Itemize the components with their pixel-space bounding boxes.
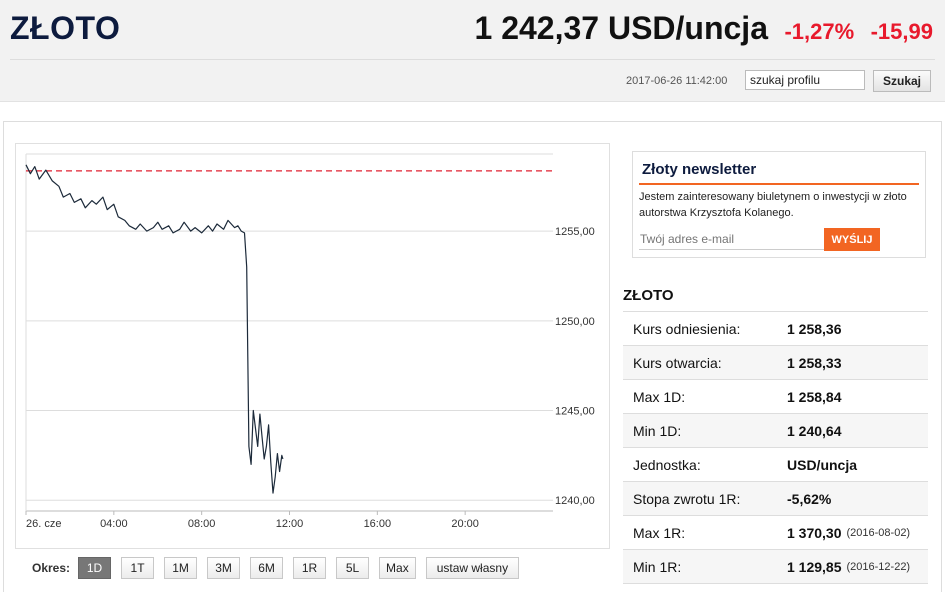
price-chart[interactable]: 1240,00 1245,00 1250,00 1255,00 26. cze 04:00… — [15, 143, 610, 549]
info-value: 1 258,84 — [787, 388, 842, 405]
info-title: ZŁOTO — [623, 287, 674, 304]
quote-timestamp: 2017-06-26 11:42:00 — [626, 75, 728, 87]
email-field[interactable] — [639, 228, 825, 250]
current-price: 1 242,37 USD/uncja — [474, 10, 768, 46]
info-value: 1 370,30 — [787, 524, 842, 541]
period-button-5l[interactable]: 5L — [336, 557, 370, 579]
info-label: Kurs odniesienia: — [633, 320, 741, 337]
info-label: Max 1D: — [633, 388, 686, 405]
newsletter-submit-button[interactable]: WYŚLIJ — [824, 228, 880, 251]
search-button[interactable]: Szukaj — [873, 70, 931, 92]
change-percent: -1,27% — [784, 19, 855, 44]
info-row: Kurs odniesienia: 1 258,36 — [623, 312, 928, 346]
y-tick-label: 1255,00 — [555, 226, 595, 238]
info-date-note: (2016-12-22) — [846, 560, 911, 573]
y-tick-label: 1245,00 — [555, 406, 595, 418]
newsletter-rule — [639, 183, 919, 185]
info-label: Min 1D: — [633, 422, 682, 439]
x-tick-label: 12:00 — [276, 518, 304, 530]
info-row: Min 1D: 1 240,64 — [623, 414, 928, 448]
info-label: Jednostka: — [633, 456, 701, 473]
info-row: Stopa zwrotu 1R: -5,62% — [623, 482, 928, 516]
info-label: Stopa zwrotu 1R: — [633, 490, 741, 507]
info-date-note: (2016-08-02) — [846, 526, 911, 539]
period-button-3m[interactable]: 3M — [207, 557, 241, 579]
profile-search-input[interactable] — [745, 70, 865, 90]
period-button-1m[interactable]: 1M — [164, 557, 198, 579]
period-label: Okres: — [32, 561, 71, 575]
info-label: Kurs otwarcia: — [633, 354, 722, 371]
period-button-1r[interactable]: 1R — [293, 557, 327, 579]
y-tick-label: 1250,00 — [555, 316, 595, 328]
period-button-max[interactable]: Max — [379, 557, 416, 579]
asset-name: ZŁOTO — [10, 10, 121, 46]
header-divider — [10, 59, 935, 60]
info-value: 1 129,85 — [787, 558, 842, 575]
info-table: Kurs odniesienia: 1 258,36 Kurs otwarcia: 1… — [623, 311, 928, 584]
info-value: 1 240,64 — [787, 422, 842, 439]
period-button-1t[interactable]: 1T — [121, 557, 155, 579]
info-value: 1 258,36 — [787, 320, 842, 337]
info-row: Jednostka: USD/uncja — [623, 448, 928, 482]
newsletter-box: Złoty newsletter Jestem zainteresowany b… — [632, 151, 926, 258]
info-row: Max 1D: 1 258,84 — [623, 380, 928, 414]
info-row: Max 1R: 1 370,30 (2016-08-02) — [623, 516, 928, 550]
chart-svg: 1240,00 1245,00 1250,00 1255,00 26. cze 04:00… — [25, 153, 595, 530]
period-button-6m[interactable]: 6M — [250, 557, 284, 579]
period-button-1d[interactable]: 1D — [78, 557, 112, 579]
info-label: Min 1R: — [633, 558, 682, 575]
price-line — [25, 164, 284, 494]
period-selector: Okres: 1D 1T 1M 3M 6M 1R 5L Max ustaw własny — [32, 556, 529, 580]
price-summary: 1 242,37 USD/uncja -1,27% -15,99 — [475, 10, 934, 47]
info-value: 1 258,33 — [787, 354, 842, 371]
info-value: -5,62% — [787, 490, 832, 507]
x-tick-label: 20:00 — [451, 518, 479, 530]
y-tick-label: 1240,00 — [555, 495, 595, 507]
info-row: Kurs otwarcia: 1 258,33 — [623, 346, 928, 380]
x-tick-label: 26. cze — [26, 518, 61, 530]
info-row: Min 1R: 1 129,85 (2016-12-22) — [623, 550, 928, 584]
x-tick-label: 08:00 — [188, 518, 216, 530]
period-button-ustaw-własny[interactable]: ustaw własny — [425, 557, 520, 579]
x-tick-label: 04:00 — [100, 518, 128, 530]
info-label: Max 1R: — [633, 524, 686, 541]
change-absolute: -15,99 — [870, 19, 933, 44]
x-tick-label: 16:00 — [364, 518, 392, 530]
quote-header: ZŁOTO 1 242,37 USD/uncja -1,27% -15,99 2… — [0, 0, 945, 102]
newsletter-title: Złoty newsletter — [642, 161, 757, 178]
newsletter-text: Jestem zainteresowany biuletynem o inwes… — [639, 191, 907, 219]
info-value: USD/uncja — [787, 456, 858, 473]
